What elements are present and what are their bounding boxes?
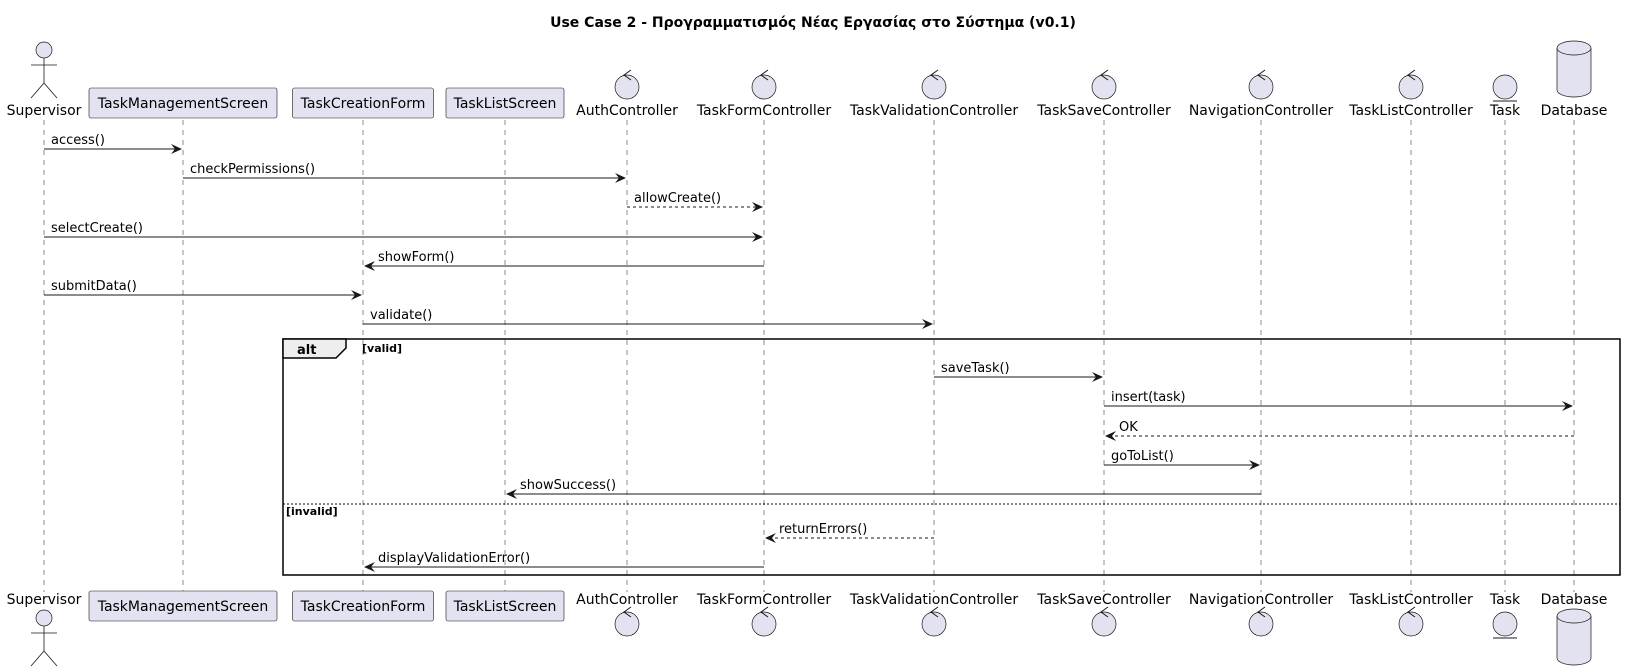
- participant-label: TaskSaveController: [1036, 103, 1171, 119]
- message-arrowhead: [615, 173, 626, 183]
- message-12: returnErrors(): [765, 522, 934, 543]
- message-13: displayValidationError(): [364, 551, 764, 572]
- message-arrowhead: [1105, 431, 1116, 441]
- participant-label: Supervisor: [7, 103, 82, 119]
- message-label: displayValidationError(): [378, 551, 530, 566]
- participant-label: TaskCreationForm: [300, 599, 426, 615]
- participant-taskmanagementscreen-top: TaskManagementScreen: [88, 87, 278, 119]
- participant-label: TaskManagementScreen: [97, 599, 269, 615]
- participant-label: TaskValidationController: [849, 592, 1018, 608]
- message-label: showForm(): [378, 250, 455, 265]
- participant-label: TaskManagementScreen: [97, 96, 269, 112]
- message-arrowhead: [1092, 372, 1103, 382]
- participant-tasklistscreen-top: TaskListScreen: [445, 87, 565, 119]
- participant-tasklistcontroller-top: TaskListController: [1348, 69, 1473, 119]
- participant-label: TaskSaveController: [1036, 592, 1171, 608]
- participant-taskcreationform-bottom: TaskCreationForm: [292, 590, 434, 622]
- message-label: goToList(): [1111, 449, 1174, 464]
- participant-label: TaskListController: [1348, 592, 1473, 608]
- message-arrowhead: [506, 489, 517, 499]
- participant-database-bottom: Database: [1541, 592, 1608, 666]
- message-arrowhead: [364, 562, 375, 572]
- participant-authcontroller-bottom: AuthController: [576, 592, 678, 637]
- participant-taskformcontroller-bottom: TaskFormController: [696, 592, 832, 637]
- participant-taskformcontroller-top: TaskFormController: [696, 69, 832, 119]
- participant-tasklistscreen-bottom: TaskListScreen: [445, 590, 565, 622]
- message-5: submitData(): [44, 279, 362, 300]
- message-11: showSuccess(): [506, 478, 1261, 499]
- participant-taskmanagementscreen-bottom: TaskManagementScreen: [88, 590, 278, 622]
- participant-tasksavecontroller-top: TaskSaveController: [1036, 69, 1171, 119]
- diagram-title: Use Case 2 - Προγραμματισμός Νέας Εργασί…: [550, 15, 1076, 31]
- participant-tasksavecontroller-bottom: TaskSaveController: [1036, 592, 1171, 637]
- message-4: showForm(): [364, 250, 764, 271]
- message-7: saveTask(): [934, 361, 1103, 382]
- message-0: access(): [44, 133, 182, 154]
- participant-label: TaskListScreen: [453, 599, 557, 615]
- participant-tasklistcontroller-bottom: TaskListController: [1348, 592, 1473, 637]
- participant-supervisor-bottom: Supervisor: [7, 592, 82, 667]
- message-2: allowCreate(): [627, 191, 763, 212]
- message-arrowhead: [1562, 401, 1573, 411]
- message-label: returnErrors(): [779, 522, 867, 537]
- participant-label: TaskCreationForm: [300, 96, 426, 112]
- message-arrowhead: [364, 261, 375, 271]
- guard-valid: [valid]: [362, 342, 402, 355]
- message-label: access(): [51, 133, 105, 148]
- participant-navigationcontroller-top: NavigationController: [1189, 69, 1334, 119]
- message-arrowhead: [1249, 460, 1260, 470]
- message-3: selectCreate(): [44, 221, 763, 242]
- message-arrowhead: [752, 202, 763, 212]
- participant-label: Database: [1541, 103, 1608, 119]
- participant-taskvalidationcontroller-top: TaskValidationController: [849, 69, 1018, 119]
- participant-label: AuthController: [576, 592, 678, 608]
- message-label: validate(): [370, 308, 432, 323]
- alt-fragment: alt [valid] [invalid]: [282, 338, 1621, 576]
- participant-navigationcontroller-bottom: NavigationController: [1189, 592, 1334, 637]
- participant-taskvalidationcontroller-bottom: TaskValidationController: [849, 592, 1018, 637]
- participant-label: Task: [1489, 592, 1521, 608]
- participant-task-top: Task: [1489, 74, 1521, 119]
- message-arrowhead: [765, 533, 776, 543]
- message-arrowhead: [752, 232, 763, 242]
- participant-label: NavigationController: [1189, 103, 1334, 119]
- participant-label: Database: [1541, 592, 1608, 608]
- participant-label: TaskFormController: [696, 103, 832, 119]
- participant-authcontroller-top: AuthController: [576, 69, 678, 119]
- participant-label: Task: [1489, 103, 1521, 119]
- message-label: checkPermissions(): [190, 162, 315, 177]
- participant-label: Supervisor: [7, 592, 82, 608]
- participant-label: TaskListScreen: [453, 96, 557, 112]
- message-arrowhead: [922, 319, 933, 329]
- message-6: validate(): [363, 308, 933, 329]
- participant-label: NavigationController: [1189, 592, 1334, 608]
- participant-supervisor-top: Supervisor: [7, 41, 82, 119]
- participant-taskcreationform-top: TaskCreationForm: [292, 87, 434, 119]
- message-9: OK: [1105, 420, 1574, 441]
- fragment-operator: alt: [297, 343, 316, 358]
- message-label: OK: [1119, 420, 1138, 435]
- participant-label: AuthController: [576, 103, 678, 119]
- message-arrowhead: [171, 144, 182, 154]
- guard-invalid: [invalid]: [286, 505, 338, 518]
- message-arrowhead: [351, 290, 362, 300]
- participant-label: TaskFormController: [696, 592, 832, 608]
- message-1: checkPermissions(): [183, 162, 626, 183]
- message-label: showSuccess(): [520, 478, 616, 493]
- message-label: saveTask(): [941, 361, 1010, 376]
- participant-database-top: Database: [1541, 40, 1608, 119]
- message-label: selectCreate(): [51, 221, 143, 236]
- message-10: goToList(): [1104, 449, 1260, 470]
- message-label: insert(task): [1111, 390, 1186, 405]
- participant-label: TaskListController: [1348, 103, 1473, 119]
- message-8: insert(task): [1104, 390, 1573, 411]
- participant-label: TaskValidationController: [849, 103, 1018, 119]
- message-label: allowCreate(): [634, 191, 721, 206]
- participant-task-bottom: Task: [1489, 592, 1521, 639]
- message-label: submitData(): [51, 279, 137, 294]
